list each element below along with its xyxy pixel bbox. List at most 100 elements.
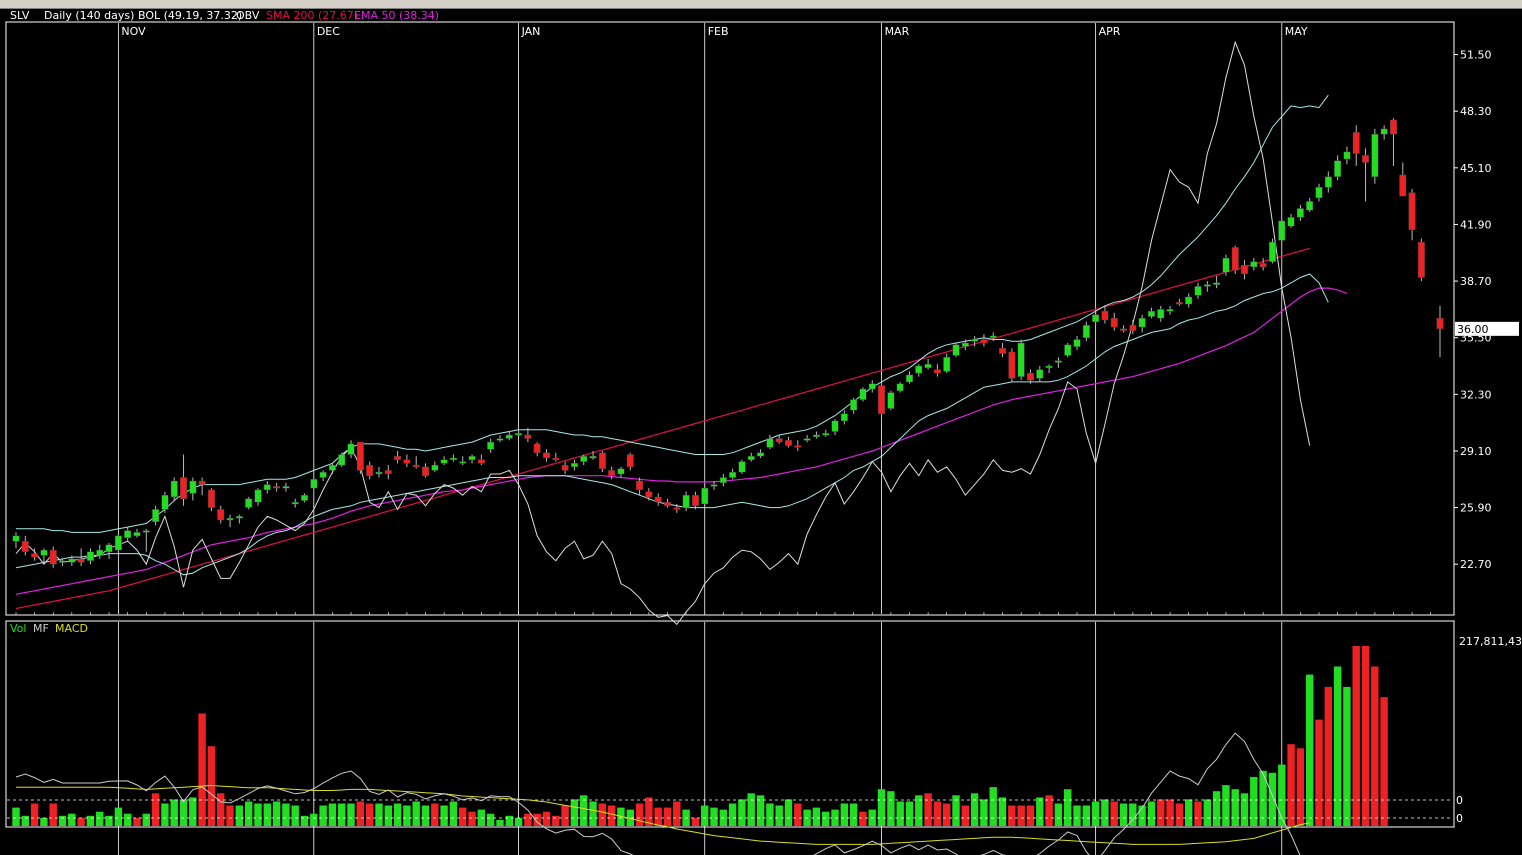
candle bbox=[394, 456, 401, 460]
volume-bar bbox=[310, 813, 318, 826]
volume-bar bbox=[1306, 674, 1314, 826]
candle bbox=[608, 470, 616, 476]
candle bbox=[1120, 328, 1128, 331]
candle bbox=[477, 459, 485, 464]
candle bbox=[1352, 132, 1360, 154]
mf-zero-label: 0 bbox=[1456, 794, 1463, 807]
volume-bar bbox=[607, 805, 616, 826]
month-label: MAR bbox=[885, 25, 910, 38]
window-title-strip bbox=[0, 0, 1522, 9]
candle bbox=[1017, 342, 1025, 377]
volume-bar bbox=[859, 811, 867, 826]
candle bbox=[1082, 325, 1090, 338]
candle bbox=[356, 441, 364, 471]
candle bbox=[40, 549, 48, 556]
candle bbox=[1362, 155, 1370, 163]
volume-bar bbox=[384, 805, 392, 826]
candle bbox=[980, 339, 988, 344]
candle bbox=[961, 342, 969, 347]
candle bbox=[152, 509, 160, 522]
candle bbox=[654, 496, 662, 503]
candle bbox=[1334, 160, 1342, 177]
volume-bar bbox=[486, 813, 495, 826]
volume-bar bbox=[514, 817, 523, 826]
candle bbox=[282, 486, 290, 489]
candle bbox=[291, 502, 299, 505]
ema50-legend: EMA 50 (38.34) bbox=[354, 9, 439, 22]
candle bbox=[1315, 187, 1323, 199]
candle bbox=[626, 454, 634, 468]
mf-legend: MF bbox=[33, 622, 49, 635]
volume-bar bbox=[459, 807, 467, 826]
candle bbox=[384, 470, 392, 475]
volume-bar bbox=[30, 803, 39, 826]
candle bbox=[673, 507, 681, 510]
candle bbox=[952, 344, 960, 356]
volume-bar bbox=[179, 799, 188, 826]
y-tick-label: 25.90 bbox=[1460, 502, 1492, 515]
volume-bar bbox=[1073, 805, 1081, 826]
volume-bar bbox=[328, 803, 337, 826]
candle bbox=[785, 440, 792, 446]
volume-bar bbox=[58, 815, 67, 826]
y-tick-label: 22.70 bbox=[1460, 558, 1492, 571]
candle bbox=[347, 443, 355, 455]
candle bbox=[505, 434, 513, 439]
y-tick-label: 51.50 bbox=[1460, 49, 1492, 62]
volume-bar bbox=[924, 793, 932, 826]
volume-bar bbox=[626, 809, 634, 826]
volume-bar bbox=[1194, 801, 1202, 826]
ema50-line bbox=[15, 287, 1348, 595]
candle bbox=[636, 480, 643, 491]
volume-bar bbox=[170, 799, 178, 826]
volume-bar bbox=[86, 815, 95, 826]
candle bbox=[1026, 372, 1034, 381]
volume-bar bbox=[533, 813, 541, 826]
volume-bar bbox=[728, 803, 737, 826]
volume-bar bbox=[207, 746, 216, 826]
mf-line bbox=[15, 732, 1301, 855]
candle bbox=[124, 530, 132, 538]
volume-bar bbox=[282, 803, 290, 826]
volume-bar bbox=[440, 805, 448, 826]
candle bbox=[803, 438, 811, 441]
candle bbox=[645, 491, 653, 498]
volume-bar bbox=[980, 799, 988, 826]
candle bbox=[1306, 201, 1314, 211]
candle bbox=[924, 364, 932, 368]
volume-bar bbox=[347, 803, 355, 826]
candle bbox=[1343, 151, 1351, 160]
volume-bar bbox=[412, 801, 420, 826]
volume-bar bbox=[1259, 770, 1267, 826]
volume-bar bbox=[738, 799, 746, 826]
month-label: JAN bbox=[521, 25, 541, 38]
volume-bar bbox=[245, 801, 253, 826]
volume-bar bbox=[1110, 801, 1118, 826]
volume-bar bbox=[570, 799, 579, 826]
candle bbox=[813, 434, 820, 437]
candle bbox=[1064, 344, 1072, 356]
candle bbox=[1371, 133, 1379, 177]
volume-bar bbox=[319, 805, 327, 826]
candle bbox=[198, 480, 206, 485]
candle bbox=[1436, 318, 1444, 330]
volume-bar bbox=[654, 807, 662, 826]
volume-bar bbox=[961, 805, 969, 826]
volume-bar bbox=[1361, 646, 1370, 826]
volume-bar bbox=[905, 801, 914, 826]
candle bbox=[86, 551, 94, 561]
symbol-label: SLV bbox=[10, 9, 30, 22]
volume-max-label: 217,811,433 bbox=[1459, 635, 1522, 648]
last-price-box bbox=[1455, 321, 1519, 336]
volume-bar bbox=[235, 805, 243, 826]
candle bbox=[989, 335, 997, 338]
candle bbox=[840, 413, 848, 422]
candle bbox=[235, 516, 243, 519]
month-label: DEC bbox=[317, 25, 340, 38]
candle bbox=[1157, 309, 1165, 319]
candle bbox=[766, 438, 774, 448]
volume-bar bbox=[1231, 789, 1239, 826]
y-tick-label: 48.30 bbox=[1460, 105, 1492, 118]
candle bbox=[1296, 208, 1304, 218]
